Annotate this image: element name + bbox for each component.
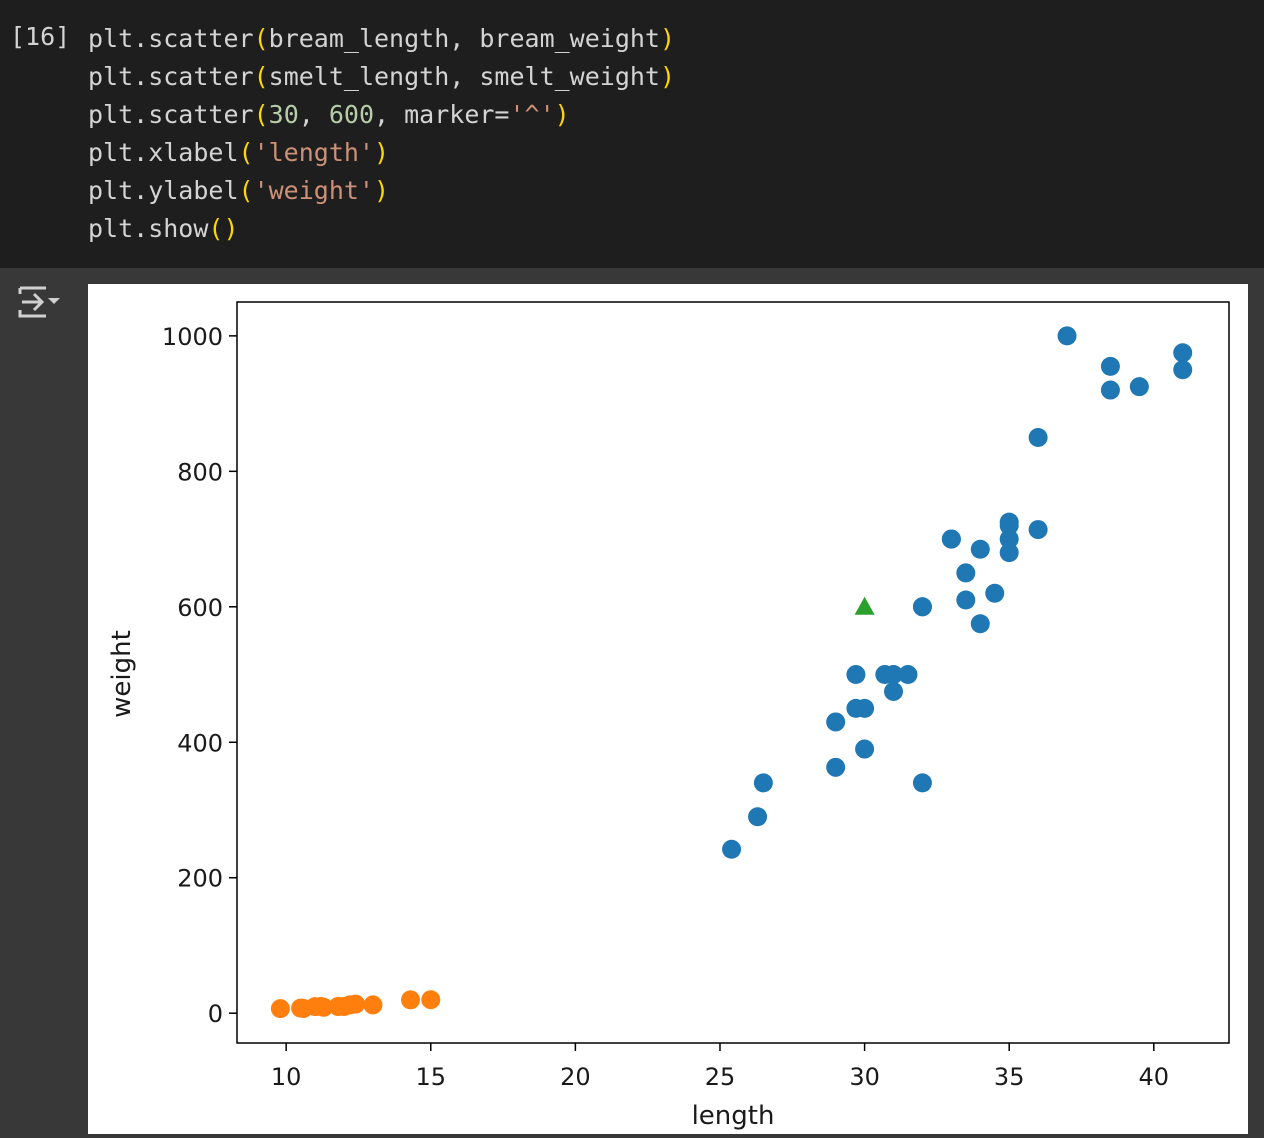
code-token: plt.scatter bbox=[88, 24, 254, 53]
code-token: plt.show bbox=[88, 214, 209, 243]
code-line: plt.scatter(bream_length, bream_weight) bbox=[88, 20, 675, 58]
code-token: plt.ylabel bbox=[88, 176, 239, 205]
y-tick-label: 0 bbox=[208, 1000, 223, 1028]
data-point bbox=[855, 739, 875, 759]
plot-output: 10 15 20 25 30 35 40 0 200 400 600 800 1000 length … bbox=[88, 284, 1248, 1134]
data-point bbox=[270, 999, 290, 1019]
code-token: bream_length, bream_weight bbox=[268, 24, 660, 53]
data-point bbox=[421, 990, 441, 1010]
data-point bbox=[1028, 427, 1048, 447]
x-tick-label: 40 bbox=[1139, 1063, 1170, 1091]
code-line: plt.scatter(smelt_length, smelt_weight) bbox=[88, 58, 675, 96]
data-point bbox=[363, 995, 383, 1015]
x-tick-label: 35 bbox=[994, 1063, 1025, 1091]
code-token: 'weight' bbox=[253, 176, 374, 205]
x-tick-label: 10 bbox=[271, 1063, 302, 1091]
data-point bbox=[999, 543, 1019, 563]
code-token: plt.scatter bbox=[88, 100, 254, 129]
x-tick-label: 30 bbox=[849, 1063, 880, 1091]
code-token: ( bbox=[253, 100, 269, 129]
code-token: 600 bbox=[328, 100, 375, 129]
data-point bbox=[748, 807, 768, 827]
code-line: plt.ylabel('weight') bbox=[88, 172, 675, 210]
code-token: ) bbox=[659, 24, 676, 53]
x-tick-label: 25 bbox=[705, 1063, 736, 1091]
data-point bbox=[1129, 377, 1149, 397]
code-line: plt.show() bbox=[88, 210, 675, 248]
data-point bbox=[1173, 343, 1193, 363]
data-point bbox=[999, 529, 1019, 549]
data-point bbox=[884, 665, 904, 685]
data-point bbox=[346, 994, 366, 1014]
code-editor[interactable]: plt.scatter(bream_length, bream_weight) p… bbox=[88, 20, 675, 248]
code-token: ( bbox=[253, 24, 269, 53]
code-token: plt.xlabel bbox=[88, 138, 239, 167]
code-token: 'length' bbox=[253, 138, 374, 167]
code-cell[interactable]: [16] plt.scatter(bream_length, bream_wei… bbox=[0, 0, 1264, 268]
data-point-triangle bbox=[854, 596, 875, 615]
data-point bbox=[1100, 356, 1120, 376]
data-point bbox=[826, 757, 846, 777]
data-point bbox=[999, 516, 1019, 536]
y-tick-label: 600 bbox=[177, 594, 223, 622]
data-point bbox=[1173, 360, 1193, 380]
code-token: () bbox=[208, 214, 239, 243]
data-point bbox=[985, 583, 1005, 603]
data-point bbox=[855, 698, 875, 718]
data-point bbox=[898, 665, 918, 685]
y-axis-label: weight bbox=[107, 630, 137, 718]
code-token: ( bbox=[238, 176, 254, 205]
data-point bbox=[1100, 380, 1120, 400]
code-token: ) bbox=[554, 100, 570, 129]
code-token: 30 bbox=[268, 100, 299, 129]
data-point bbox=[722, 839, 742, 859]
data-point bbox=[846, 665, 866, 685]
code-token: ) bbox=[659, 62, 676, 91]
y-tick-label: 200 bbox=[177, 865, 223, 893]
plot-axes-frame bbox=[236, 301, 1230, 1044]
output-collapse-icon[interactable] bbox=[16, 282, 64, 322]
data-point bbox=[314, 997, 334, 1017]
data-point bbox=[826, 712, 846, 732]
code-token: ) bbox=[374, 176, 390, 205]
code-token: , bbox=[298, 100, 329, 129]
data-point bbox=[956, 590, 976, 610]
code-line: plt.scatter(30, 600, marker='^') bbox=[88, 96, 675, 134]
x-tick-label: 20 bbox=[560, 1063, 591, 1091]
data-point bbox=[970, 539, 990, 559]
data-point bbox=[884, 681, 904, 701]
y-tick-label: 1000 bbox=[162, 323, 223, 351]
code-token: smelt_length, smelt_weight bbox=[268, 62, 660, 91]
code-line: plt.xlabel('length') bbox=[88, 134, 675, 172]
data-point bbox=[912, 773, 932, 793]
data-point bbox=[1057, 326, 1077, 346]
y-tick-label: 400 bbox=[177, 729, 223, 757]
data-point bbox=[941, 529, 961, 549]
data-point bbox=[401, 990, 421, 1010]
code-token: plt.scatter bbox=[88, 62, 254, 91]
data-point bbox=[753, 773, 773, 793]
execution-count: [16] bbox=[10, 22, 71, 51]
x-tick-label: 15 bbox=[415, 1063, 446, 1091]
code-token: '^' bbox=[509, 100, 555, 129]
data-point bbox=[956, 563, 976, 583]
data-point bbox=[912, 597, 932, 617]
data-point bbox=[1028, 520, 1048, 540]
y-tick-label: 800 bbox=[177, 458, 223, 486]
code-token: , marker= bbox=[374, 100, 510, 129]
code-token: ( bbox=[238, 138, 254, 167]
data-point bbox=[970, 614, 990, 634]
code-token: ) bbox=[374, 138, 390, 167]
code-token: ( bbox=[253, 62, 269, 91]
x-axis-label: length bbox=[692, 1101, 775, 1131]
